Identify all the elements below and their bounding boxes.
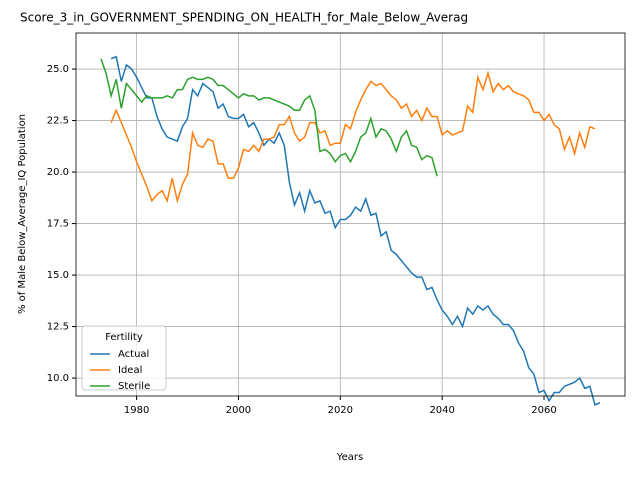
x-tick-label: 2020	[328, 405, 353, 416]
y-tick-label: 12.5	[47, 322, 69, 333]
line-series	[110, 55, 601, 406]
line-series	[100, 58, 438, 177]
y-axis-label: % of Male Below_Average_IQ Population	[17, 114, 28, 314]
x-tick-label: 2000	[226, 405, 251, 416]
y-tick-label: 17.5	[47, 219, 69, 230]
x-axis-label: Years	[336, 452, 363, 463]
plot-frame	[75, 32, 626, 397]
line-series	[110, 70, 596, 204]
y-tick-label: 20.0	[47, 167, 69, 178]
x-tick-label: 2060	[531, 405, 556, 416]
x-tick-label: 1980	[124, 405, 149, 416]
y-tick-label: 15.0	[47, 270, 69, 281]
chart-title: Score_3_in_GOVERNMENT_SPENDING_ON_HEALTH…	[20, 11, 468, 25]
legend-label: Actual	[118, 349, 149, 360]
legend-title: Fertility	[105, 332, 143, 343]
y-tick-label: 10.0	[47, 373, 69, 384]
y-tick-label: 22.5	[47, 116, 69, 127]
y-tick-label: 25.0	[47, 64, 69, 75]
x-tick-label: 2040	[429, 405, 454, 416]
legend-box	[81, 325, 167, 391]
legend-label: Ideal	[118, 365, 142, 376]
legend-label: Sterile	[118, 381, 150, 392]
